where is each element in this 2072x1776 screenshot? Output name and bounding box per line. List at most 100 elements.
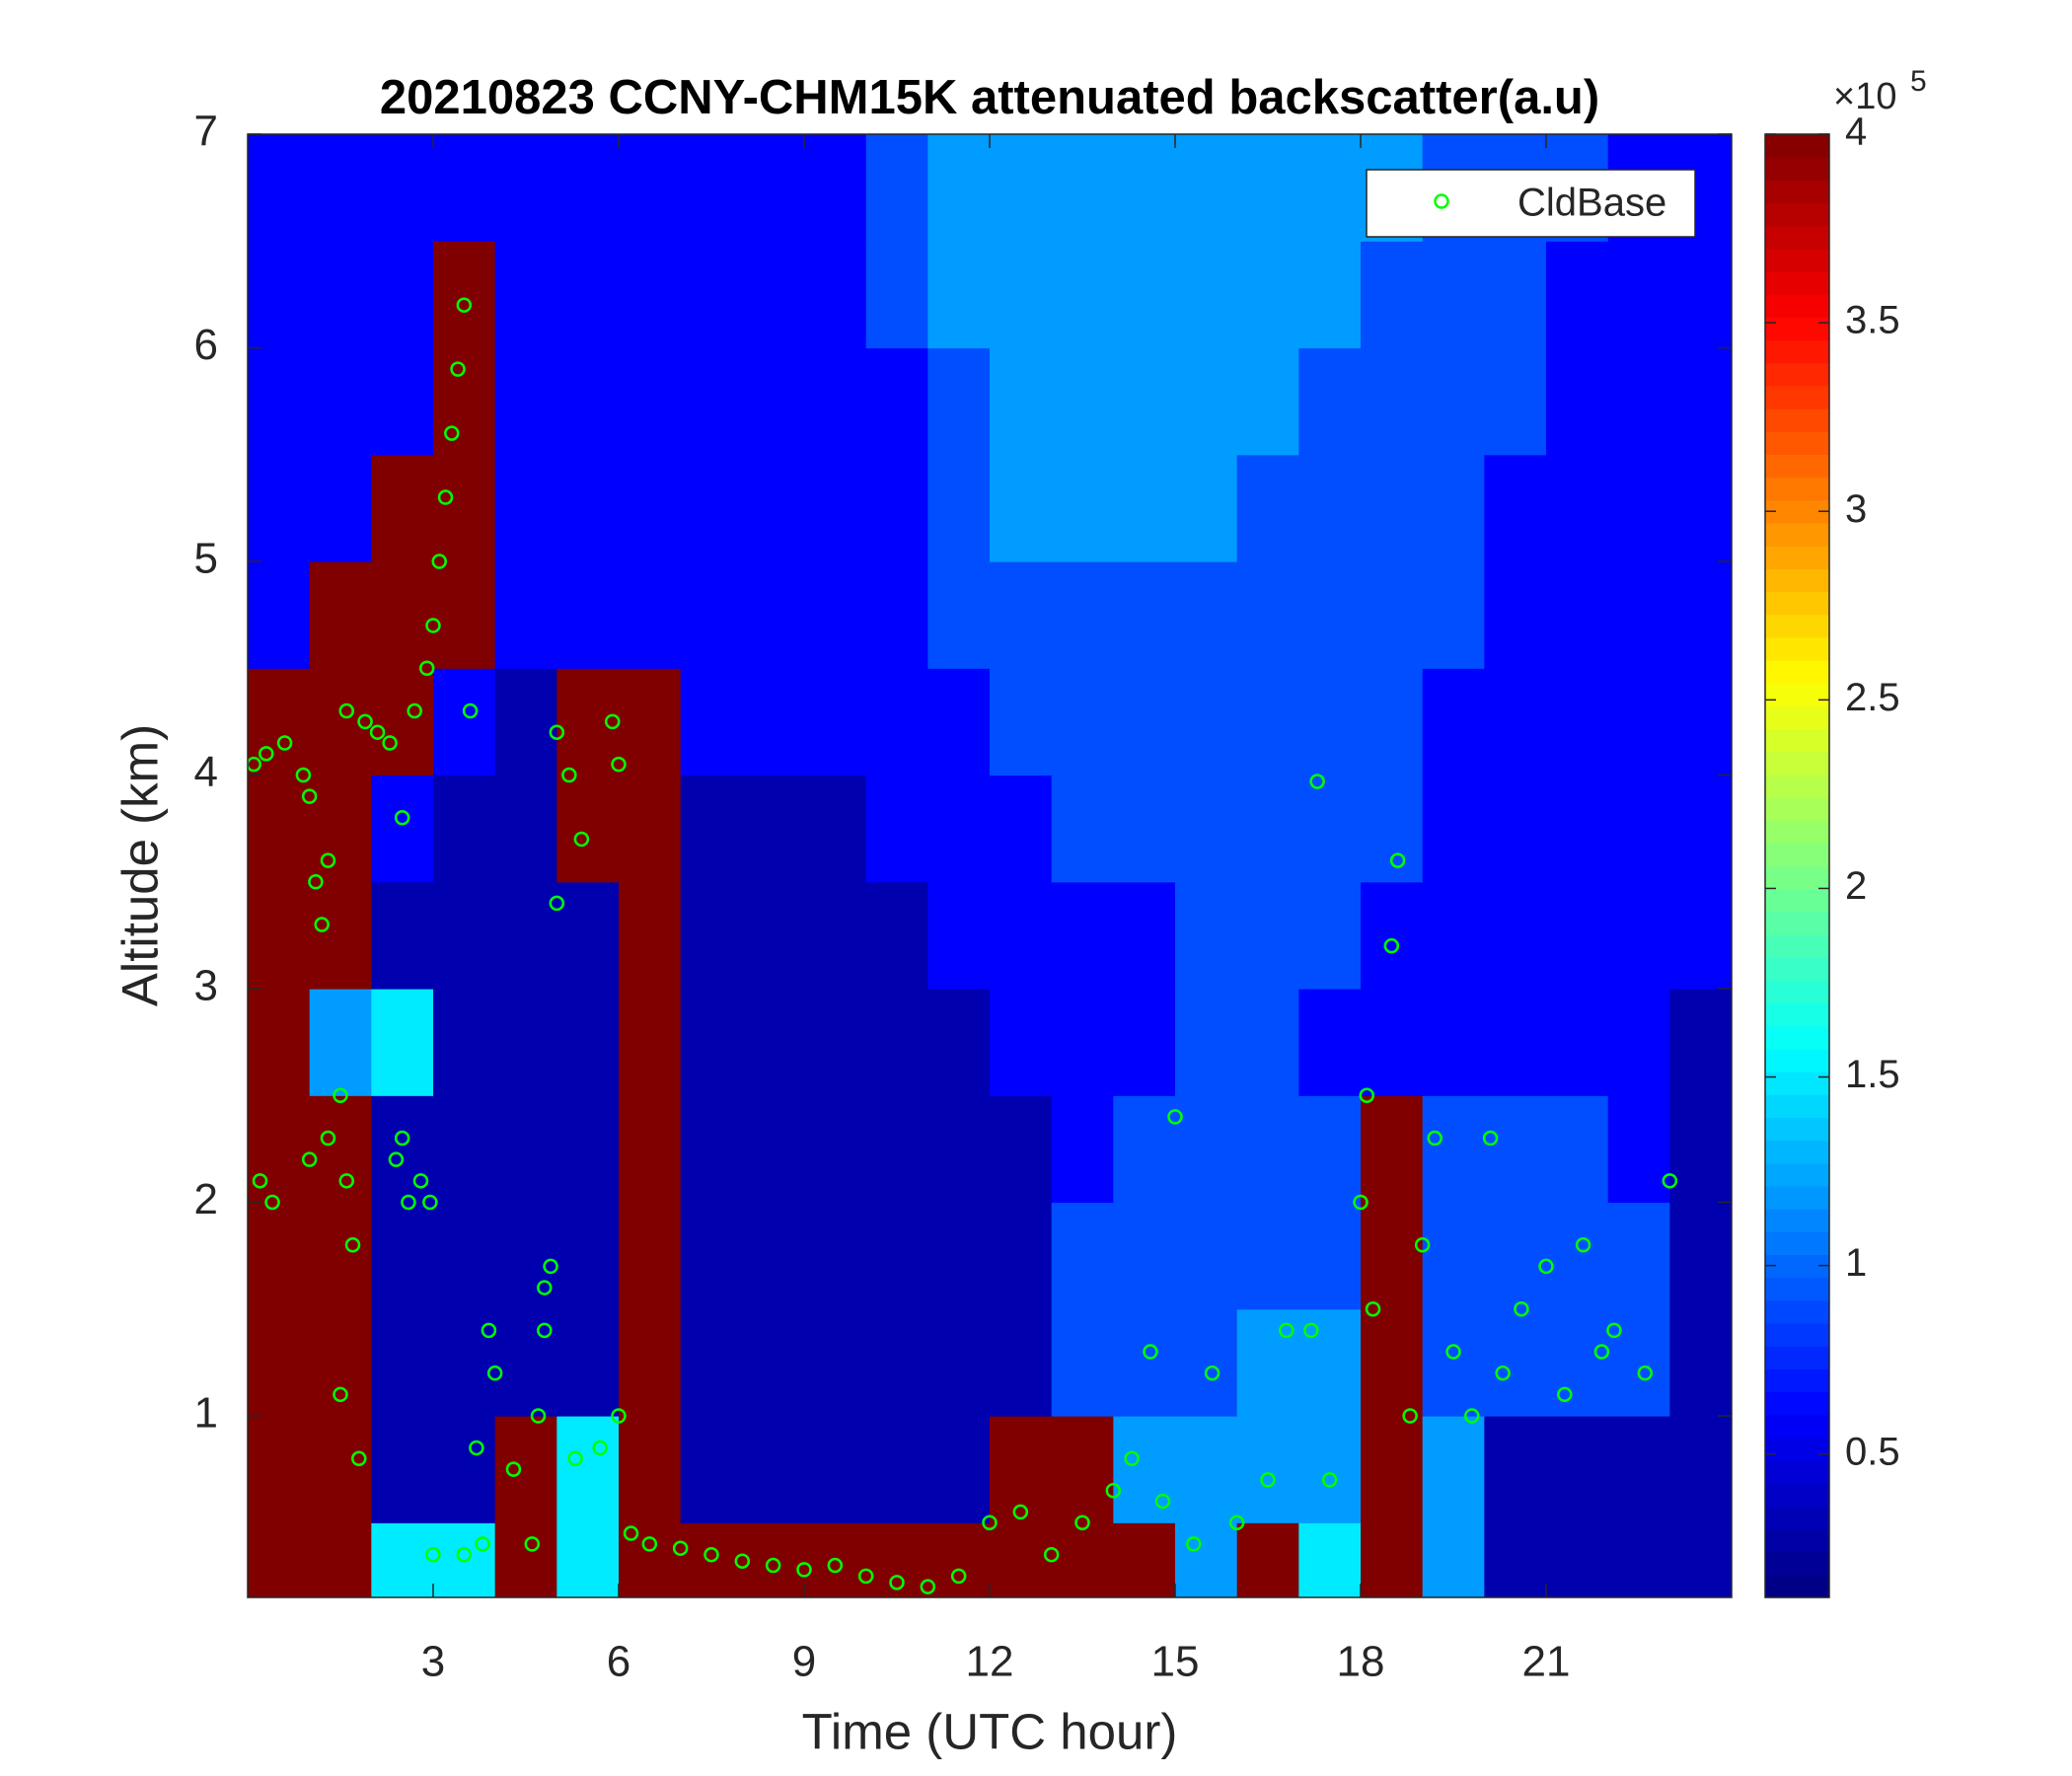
heatmap-cell bbox=[680, 1202, 743, 1310]
colorbar-step bbox=[1765, 248, 1829, 272]
heatmap-cell bbox=[804, 1202, 867, 1310]
heatmap-cell bbox=[865, 668, 928, 777]
heatmap-cell bbox=[1236, 1308, 1299, 1417]
heatmap-cell bbox=[1051, 1095, 1114, 1204]
colorbar-step bbox=[1765, 1528, 1829, 1553]
cloud-base-point bbox=[425, 1546, 441, 1563]
cloud-base-point bbox=[672, 1540, 689, 1556]
colorbar-step bbox=[1765, 1254, 1829, 1279]
heatmap-cell bbox=[927, 668, 991, 777]
heatmap-cell bbox=[556, 454, 620, 562]
heatmap-cell bbox=[1298, 988, 1362, 1096]
heatmap-cell bbox=[1175, 775, 1238, 883]
colorbar-step bbox=[1765, 1414, 1829, 1439]
heatmap-cell bbox=[556, 1415, 620, 1523]
y-tick-label: 2 bbox=[194, 1175, 218, 1223]
heatmap-cell bbox=[1051, 988, 1114, 1096]
cloud-base-point bbox=[357, 713, 373, 730]
cloud-base-point bbox=[1012, 1504, 1029, 1520]
heatmap-cell bbox=[433, 1202, 496, 1310]
cloud-base-point bbox=[394, 1130, 410, 1147]
cloud-base-point bbox=[469, 1440, 484, 1456]
colorbar-step bbox=[1765, 683, 1829, 706]
cloud-base-point bbox=[537, 1280, 553, 1295]
heatmap-cell bbox=[1113, 1095, 1176, 1204]
cloud-base-point bbox=[401, 1194, 416, 1211]
heatmap-cell bbox=[494, 1522, 557, 1597]
cloud-base-point bbox=[333, 1386, 348, 1403]
heatmap-cell bbox=[1607, 668, 1670, 777]
colorbar-step bbox=[1765, 317, 1829, 341]
cloud-base-point bbox=[1167, 1109, 1183, 1125]
heatmap-cell bbox=[494, 560, 557, 669]
cloud-base-point bbox=[1389, 852, 1406, 868]
heatmap-cell bbox=[742, 134, 805, 242]
cloud-base-point bbox=[462, 703, 479, 719]
heatmap-cell bbox=[494, 1415, 557, 1523]
colorbar-exponent: 5 bbox=[1910, 65, 1927, 98]
cloud-base-point bbox=[425, 618, 441, 633]
legend-label: CldBase bbox=[1517, 182, 1666, 225]
colorbar-step bbox=[1765, 1162, 1829, 1187]
colorbar-step bbox=[1765, 774, 1829, 798]
heatmap-cell bbox=[1669, 668, 1732, 777]
heatmap-cell bbox=[619, 1308, 682, 1417]
heatmap-cell bbox=[1298, 241, 1362, 349]
heatmap-cell bbox=[1175, 988, 1238, 1096]
cloud-base-point bbox=[524, 1536, 541, 1552]
heatmap-cell bbox=[1051, 454, 1114, 562]
heatmap-cell bbox=[1236, 775, 1299, 883]
y-axis-label: Altitude (km) bbox=[111, 724, 168, 1006]
heatmap-cell bbox=[927, 134, 991, 242]
heatmap-cell bbox=[990, 1095, 1053, 1204]
heatmap-cell bbox=[371, 1522, 434, 1597]
cloud-base-point bbox=[1154, 1493, 1171, 1510]
heatmap-cell bbox=[1236, 1415, 1299, 1523]
heatmap-cell bbox=[1484, 241, 1547, 349]
cloud-base-point bbox=[1445, 1344, 1461, 1360]
colorbar-step bbox=[1765, 1437, 1829, 1461]
heatmap-cell bbox=[309, 560, 372, 669]
heatmap-cell bbox=[927, 1308, 991, 1417]
heatmap-cell bbox=[865, 347, 928, 456]
heatmap-cell bbox=[309, 1415, 372, 1523]
x-tick-label: 3 bbox=[421, 1638, 445, 1686]
colorbar-tick-label: 3 bbox=[1845, 487, 1867, 531]
heatmap-cell bbox=[1236, 1202, 1299, 1310]
heatmap-cell bbox=[433, 988, 496, 1096]
heatmap-cell bbox=[804, 1308, 867, 1417]
cloud-base-point bbox=[1143, 1344, 1158, 1360]
heatmap-cell bbox=[1113, 454, 1176, 562]
cloud-base-point bbox=[549, 895, 565, 912]
heatmap-cell bbox=[494, 1308, 557, 1417]
heatmap-cell bbox=[433, 560, 496, 669]
heatmap-cell bbox=[248, 881, 311, 990]
colorbar-step bbox=[1765, 499, 1829, 524]
cloud-base-point bbox=[475, 1536, 490, 1552]
heatmap-cell bbox=[1175, 1415, 1238, 1523]
colorbar-step bbox=[1765, 591, 1829, 616]
heatmap-cell bbox=[556, 988, 620, 1096]
heatmap-cell bbox=[990, 1308, 1053, 1417]
cloud-base-point bbox=[537, 1322, 553, 1339]
cloud-base-point bbox=[338, 1173, 355, 1189]
heatmap-cell bbox=[309, 454, 372, 562]
heatmap-cell bbox=[371, 1308, 434, 1417]
cloud-base-point bbox=[431, 554, 448, 569]
heatmap-cell bbox=[990, 988, 1053, 1096]
heatmap-cell bbox=[1361, 454, 1424, 562]
heatmap-cell bbox=[619, 347, 682, 456]
heatmap-cell bbox=[742, 1308, 805, 1417]
cloud-base-point bbox=[1662, 1173, 1678, 1189]
colorbar-step bbox=[1765, 820, 1829, 844]
heatmap-cell bbox=[1546, 241, 1609, 349]
heatmap-cell bbox=[1422, 1522, 1485, 1597]
heatmap-cell bbox=[927, 347, 991, 456]
x-tick-label: 15 bbox=[1151, 1638, 1200, 1686]
cloud-base-point bbox=[308, 873, 324, 890]
heatmap-cell bbox=[1546, 560, 1609, 669]
heatmap-cell bbox=[1113, 1415, 1176, 1523]
heatmap-cell bbox=[1422, 668, 1485, 777]
heatmap-cell bbox=[990, 134, 1053, 242]
heatmap-cell bbox=[1113, 241, 1176, 349]
